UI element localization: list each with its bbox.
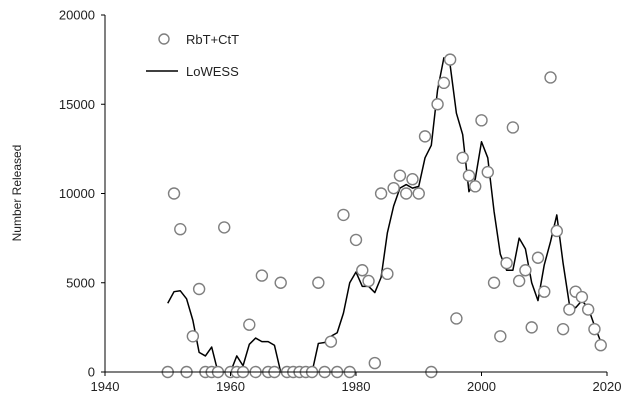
- data-point: [337, 208, 350, 222]
- data-point: [512, 274, 526, 288]
- legend-label-lowess: LoWESS: [186, 64, 239, 79]
- data-point: [544, 71, 557, 84]
- data-point: [475, 114, 488, 127]
- legend-marker-scatter: [158, 33, 170, 45]
- data-point: [362, 274, 375, 288]
- y-axis-title: Number Released: [10, 145, 24, 242]
- data-point: [167, 187, 181, 200]
- data-point: [186, 330, 200, 343]
- y-tick-label: 20000: [59, 8, 95, 23]
- data-point: [594, 339, 607, 352]
- data-point: [525, 321, 538, 334]
- data-point: [255, 269, 269, 282]
- x-tick-label: 1960: [216, 379, 245, 394]
- data-point: [588, 322, 601, 336]
- legend-label-scatter: RbT+CtT: [186, 32, 239, 47]
- data-point: [443, 53, 457, 66]
- data-point: [400, 187, 413, 200]
- data-point: [192, 282, 206, 296]
- data-point: [487, 276, 501, 289]
- data-point: [506, 121, 520, 134]
- data-point: [469, 180, 482, 193]
- data-point: [437, 76, 451, 90]
- axes: 0 5000 10000 15000 20000 1940 1960 1980 2000 2020: [59, 8, 622, 395]
- legend: RbT+CtT LoWESS: [146, 32, 239, 79]
- data-point: [356, 264, 369, 277]
- data-point: [519, 264, 532, 277]
- data-point: [406, 173, 419, 186]
- data-point: [575, 290, 589, 304]
- y-tick-label: 10000: [59, 186, 95, 201]
- data-point: [368, 356, 382, 370]
- data-point: [431, 98, 444, 111]
- data-point: [556, 322, 570, 336]
- data-point: [349, 233, 363, 247]
- data-point: [374, 187, 388, 200]
- data-point: [274, 276, 287, 289]
- plot-area: [161, 53, 607, 379]
- data-point: [500, 256, 513, 270]
- data-point: [494, 330, 507, 343]
- y-tick-label: 5000: [66, 275, 95, 290]
- data-point: [450, 312, 463, 325]
- data-point: [218, 221, 231, 234]
- data-point: [456, 151, 469, 165]
- data-point: [243, 318, 256, 331]
- data-point: [324, 335, 338, 348]
- data-point: [381, 267, 394, 281]
- data-point: [550, 224, 563, 238]
- x-tick-label: 2020: [593, 379, 622, 394]
- data-point: [412, 187, 425, 200]
- data-point: [462, 169, 476, 182]
- y-tick-label: 0: [88, 365, 95, 380]
- data-point: [563, 303, 576, 316]
- data-point: [174, 222, 187, 236]
- data-point: [538, 285, 551, 298]
- x-tick-label: 1980: [342, 379, 371, 394]
- data-point: [481, 165, 494, 179]
- data-point: [387, 181, 400, 195]
- data-point: [393, 169, 407, 182]
- x-tick-label: 2000: [467, 379, 496, 394]
- data-point: [581, 303, 595, 316]
- x-tick-label: 1940: [91, 379, 120, 394]
- data-point: [531, 251, 545, 264]
- data-point: [418, 130, 432, 143]
- data-point: [312, 276, 325, 289]
- y-tick-label: 15000: [59, 97, 95, 112]
